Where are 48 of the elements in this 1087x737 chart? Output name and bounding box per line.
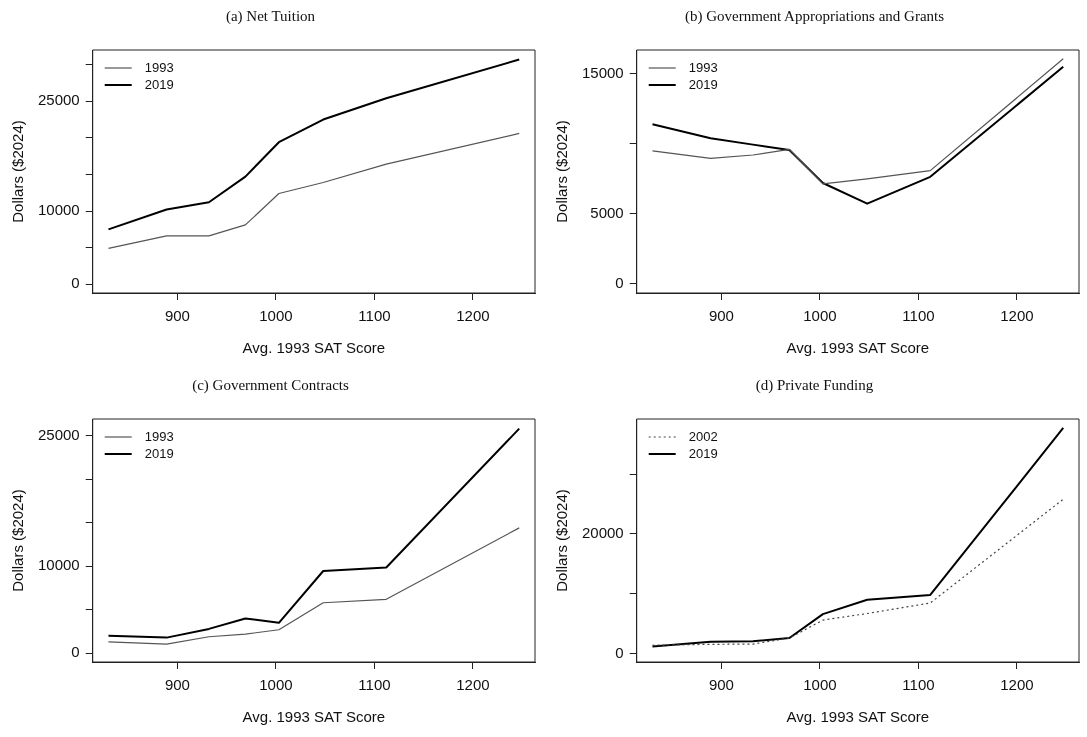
x-tick-label: 1100 (358, 307, 391, 325)
chart-title: (a) Net Tuition (225, 7, 316, 25)
legend-label: 1993 (144, 59, 174, 75)
legend-label: 2019 (688, 76, 718, 92)
y-tick-label: 10000 (37, 201, 80, 219)
x-axis-title: Avg. 1993 SAT Score (786, 708, 930, 726)
x-tick-label: 1000 (803, 307, 837, 325)
x-tick-label: 1200 (456, 676, 490, 694)
y-tick-label: 10000 (37, 556, 80, 574)
chart-title: (c) Government Contracts (192, 376, 349, 394)
x-tick-label: 1000 (259, 676, 293, 694)
x-tick-label: 1200 (1000, 676, 1034, 694)
line-series (651, 498, 1064, 646)
legend-label: 1993 (688, 59, 718, 75)
x-tick-label: 900 (708, 676, 734, 694)
x-tick-label: 1000 (259, 307, 293, 325)
x-tick-label: 900 (164, 307, 190, 325)
legend-label: 2002 (688, 428, 718, 444)
y-tick-label: 25000 (37, 91, 80, 109)
y-axis-title: Dollars ($2024) (553, 120, 571, 223)
y-tick-label: 15000 (581, 63, 624, 81)
x-axis-title: Avg. 1993 SAT Score (242, 339, 386, 357)
y-tick-label: 20000 (581, 524, 624, 542)
x-tick-label: 1100 (358, 676, 391, 694)
y-tick-label: 25000 (37, 425, 80, 443)
y-axis-title: Dollars ($2024) (9, 120, 27, 223)
x-tick-label: 1200 (1000, 307, 1034, 325)
x-tick-label: 1100 (902, 676, 935, 694)
y-tick-label: 0 (615, 643, 624, 661)
chart-title: (b) Government Appropriations and Grants (684, 7, 945, 25)
y-axis-title: Dollars ($2024) (553, 489, 571, 592)
chart-title: (d) Private Funding (755, 376, 874, 394)
x-tick-label: 900 (164, 676, 190, 694)
x-axis-title: Avg. 1993 SAT Score (786, 339, 930, 357)
x-axis-title: Avg. 1993 SAT Score (242, 708, 386, 726)
y-tick-label: 0 (615, 273, 624, 291)
legend-label: 2019 (144, 445, 174, 461)
x-tick-label: 1100 (902, 307, 935, 325)
legend-label: 2019 (688, 445, 718, 461)
y-tick-label: 0 (71, 274, 80, 292)
x-tick-label: 1200 (456, 307, 490, 325)
x-tick-label: 1000 (803, 676, 837, 694)
x-tick-label: 900 (708, 307, 734, 325)
y-axis-title: Dollars ($2024) (9, 489, 27, 592)
legend-label: 1993 (144, 428, 174, 444)
y-tick-label: 0 (71, 643, 80, 661)
y-tick-label: 5000 (590, 203, 624, 221)
legend-label: 2019 (144, 76, 174, 92)
